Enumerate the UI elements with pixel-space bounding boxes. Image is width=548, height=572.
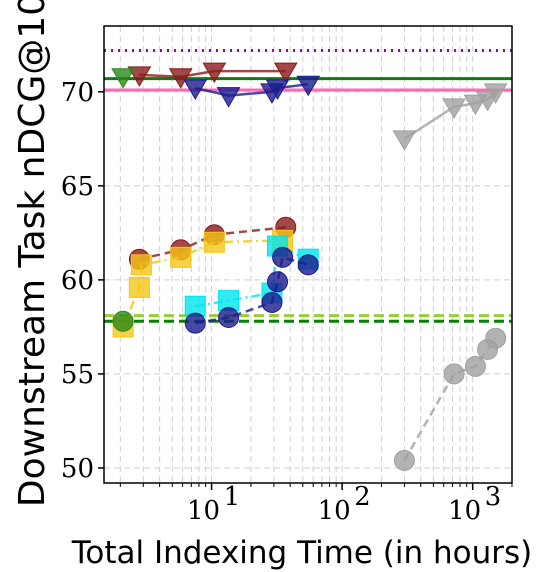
x-tick-exponent: 2 xyxy=(354,482,371,512)
y-tick-label: 70 xyxy=(61,78,94,108)
data-point xyxy=(442,98,466,119)
y-tick-label: 50 xyxy=(61,454,94,484)
x-tick-exponent: 1 xyxy=(224,482,241,512)
series-line xyxy=(195,255,309,325)
data-point xyxy=(267,271,289,293)
x-tick-exponent: 3 xyxy=(485,482,502,512)
data-point xyxy=(127,66,152,87)
series-layer xyxy=(111,62,508,471)
series-line xyxy=(139,69,286,79)
y-tick-label: 65 xyxy=(61,172,94,202)
data-point xyxy=(297,254,319,276)
data-point xyxy=(265,79,290,101)
data-point xyxy=(170,246,192,268)
x-tick-label: 10 xyxy=(187,496,220,526)
series xyxy=(112,310,134,332)
data-point xyxy=(261,291,283,313)
data-point xyxy=(218,307,240,329)
data-point xyxy=(128,276,150,298)
data-point xyxy=(168,68,193,89)
data-point xyxy=(272,246,294,268)
y-tick-label: 55 xyxy=(61,360,94,390)
grid xyxy=(104,26,513,483)
series xyxy=(392,83,508,151)
series xyxy=(183,75,321,108)
data-point xyxy=(112,310,134,332)
y-tick-label: 60 xyxy=(61,266,94,296)
data-point xyxy=(130,254,152,276)
data-point xyxy=(183,79,208,101)
data-point xyxy=(184,312,206,334)
data-point xyxy=(273,62,298,84)
data-point xyxy=(296,75,321,97)
data-point xyxy=(392,130,417,151)
x-axis-title: Total Indexing Time (in hours) xyxy=(71,535,533,571)
x-tick-label: 10 xyxy=(318,496,351,526)
data-point xyxy=(464,355,486,377)
data-point xyxy=(202,62,227,84)
series xyxy=(127,62,298,89)
data-point xyxy=(216,87,241,108)
data-point xyxy=(483,83,508,104)
data-point xyxy=(443,363,465,385)
data-point xyxy=(203,231,225,253)
data-point xyxy=(111,68,135,89)
data-point xyxy=(393,449,415,471)
y-axis-title: Downstream Task nDCG@10 xyxy=(12,0,53,507)
series-line xyxy=(121,239,283,328)
plot-frame xyxy=(103,25,513,484)
series xyxy=(111,68,135,89)
series xyxy=(393,327,507,471)
x-tick-label: 10 xyxy=(448,496,481,526)
series xyxy=(184,246,319,334)
data-point xyxy=(485,327,507,349)
